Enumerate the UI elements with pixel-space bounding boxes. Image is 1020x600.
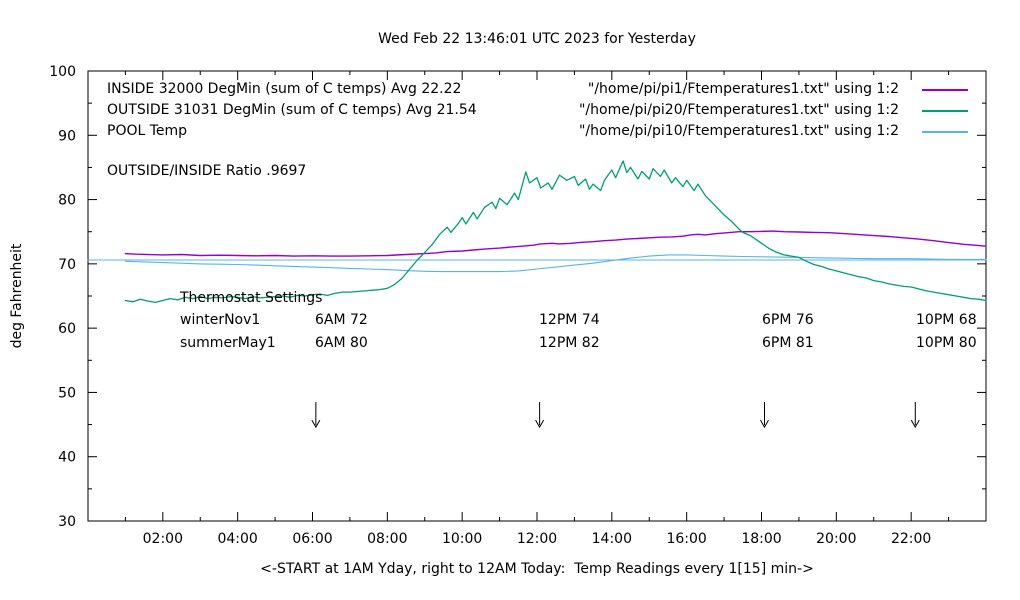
thermostat-settings-title: Thermostat Settings (180, 290, 323, 306)
x-tick-label: 22:00 (891, 531, 931, 547)
legend-label-pool: POOL Temp (107, 123, 188, 139)
x-tick-label: 02:00 (143, 531, 183, 547)
outside-line (124, 160, 987, 304)
x-tick-label: 06:00 (292, 531, 332, 547)
thermostat-summer-label: summerMay1 (180, 335, 276, 351)
x-tick-label: 12:00 (517, 531, 557, 547)
x-tick-label: 20:00 (816, 531, 856, 547)
thermostat-summer-6am: 6AM 80 (315, 335, 368, 351)
thermostat-winter-12pm: 12PM 74 (539, 312, 600, 328)
thermostat-winter-10pm: 10PM 68 (916, 312, 977, 328)
y-tick-label: 100 (49, 64, 76, 80)
x-tick-label: 16:00 (666, 531, 706, 547)
x-tick-label: 08:00 (367, 531, 407, 547)
x-tick-label: 10:00 (442, 531, 482, 547)
thermostat-winter-6am: 6AM 72 (315, 312, 368, 328)
outside-inside-ratio: OUTSIDE/INSIDE Ratio .9697 (107, 163, 307, 179)
thermostat-arrow-head (311, 419, 321, 429)
thermostat-summer-6pm: 6PM 81 (762, 335, 814, 351)
x-tick-label: 14:00 (592, 531, 632, 547)
y-tick-label: 40 (58, 450, 76, 466)
legend-label-inside: INSIDE 32000 DegMin (sum of C temps) Avg… (107, 81, 462, 97)
thermostat-winter-label: winterNov1 (180, 312, 261, 328)
y-tick-label: 60 (58, 321, 76, 337)
y-tick-label: 30 (58, 514, 76, 530)
x-tick-label: 04:00 (217, 531, 257, 547)
thermostat-arrow-head (910, 419, 920, 429)
x-axis-label: <-START at 1AM Yday, right to 12AM Today… (260, 561, 814, 577)
thermostat-summer-10pm: 10PM 80 (916, 335, 977, 351)
thermostat-summer-12pm: 12PM 82 (539, 335, 600, 351)
pool-line (124, 254, 987, 273)
legend-file-pool: "/home/pi/pi10/Ftemperatures1.txt" using… (578, 123, 899, 139)
legend-label-outside: OUTSIDE 31031 DegMin (sum of C temps) Av… (107, 102, 477, 118)
x-tick-label: 18:00 (741, 531, 781, 547)
legend-file-outside: "/home/pi/pi20/Ftemperatures1.txt" using… (578, 102, 899, 118)
thermostat-winter-6pm: 6PM 76 (762, 312, 814, 328)
y-tick-label: 70 (58, 257, 76, 273)
y-tick-label: 80 (58, 193, 76, 209)
y-tick-label: 90 (58, 128, 76, 144)
legend-file-inside: "/home/pi/pi1/Ftemperatures1.txt" using … (587, 81, 899, 97)
thermostat-arrow-head (760, 419, 769, 429)
y-tick-label: 50 (58, 385, 76, 401)
y-axis-label: deg Fahrenheit (9, 243, 25, 349)
chart-title: Wed Feb 22 13:46:01 UTC 2023 for Yesterd… (378, 31, 696, 47)
thermostat-arrow-head (535, 419, 545, 429)
inside-line (124, 230, 987, 257)
